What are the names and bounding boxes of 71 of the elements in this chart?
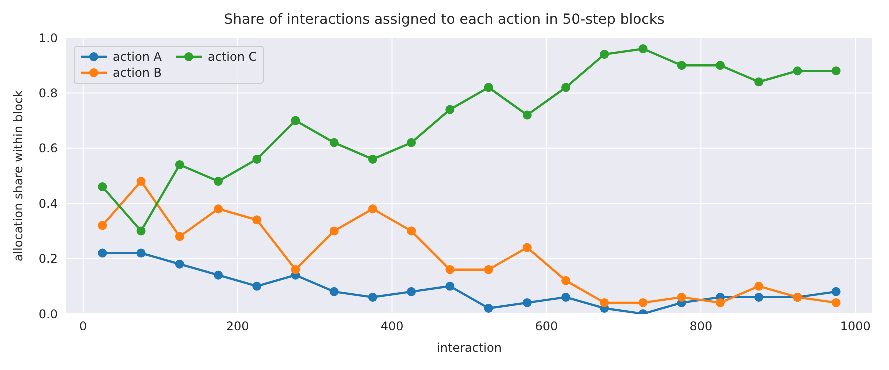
point <box>136 177 146 186</box>
point <box>600 298 610 308</box>
point <box>98 182 108 192</box>
x-tick-label: 800 <box>690 320 713 334</box>
point <box>446 105 455 114</box>
point <box>407 226 416 236</box>
point <box>832 298 841 308</box>
y-tick-label: 0.6 <box>38 142 58 156</box>
point <box>562 276 571 286</box>
point <box>175 160 184 170</box>
point <box>175 260 184 269</box>
point <box>136 248 146 258</box>
point <box>832 287 841 296</box>
x-tick-label: 200 <box>226 320 250 334</box>
point <box>754 292 764 302</box>
point <box>638 298 648 308</box>
point <box>754 78 764 87</box>
point <box>446 265 455 274</box>
point <box>214 270 224 280</box>
point <box>214 177 224 186</box>
point <box>136 226 146 236</box>
point <box>484 265 494 274</box>
point <box>368 292 378 302</box>
point <box>98 248 108 258</box>
point <box>446 282 455 291</box>
point <box>252 216 262 225</box>
y-tick-label: 0.2 <box>38 252 58 266</box>
point <box>330 138 339 148</box>
point <box>716 298 725 308</box>
point <box>522 298 532 308</box>
point <box>522 243 532 252</box>
point <box>330 287 339 296</box>
legend-label: action C <box>208 50 258 64</box>
point <box>754 282 764 291</box>
y-tick-label: 0.4 <box>38 196 58 211</box>
point <box>638 44 648 54</box>
x-tick-label: 400 <box>380 320 404 334</box>
x-axis-title: interaction <box>437 341 502 355</box>
legend-label: action A <box>113 50 162 64</box>
point <box>98 221 108 230</box>
point <box>291 265 300 274</box>
point <box>484 304 494 313</box>
point <box>407 138 416 148</box>
point <box>793 66 802 76</box>
chart-title: Share of interactions assigned to each action in 50-step blocks <box>223 12 666 28</box>
y-axis-title: allocation share within block <box>11 90 26 262</box>
point <box>562 83 571 92</box>
point <box>252 282 262 291</box>
point <box>677 292 686 302</box>
y-tick-label: 1.0 <box>38 31 58 46</box>
legend-label: action B <box>113 66 162 80</box>
point <box>252 154 262 164</box>
point <box>677 61 686 70</box>
point <box>522 110 532 120</box>
point <box>716 61 725 70</box>
point <box>368 204 378 214</box>
point <box>484 83 494 92</box>
point <box>407 287 416 296</box>
point <box>291 116 300 126</box>
y-tick-label: 0.0 <box>38 307 58 322</box>
point <box>214 204 224 214</box>
point <box>330 226 339 236</box>
y-tick-label: 0.8 <box>38 86 58 100</box>
x-tick-label: 600 <box>535 320 558 334</box>
point <box>562 292 571 302</box>
point <box>832 66 841 76</box>
x-tick-label: 1000 <box>840 320 871 334</box>
x-tick-label: 0 <box>80 320 88 334</box>
point <box>175 232 184 242</box>
point <box>368 154 378 164</box>
point <box>600 50 610 60</box>
